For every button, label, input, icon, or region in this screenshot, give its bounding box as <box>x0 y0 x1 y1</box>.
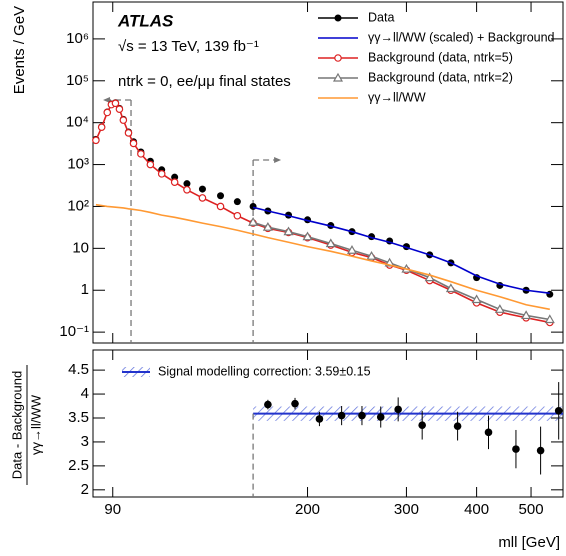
x-tick-label: 500 <box>519 501 544 518</box>
arrow-head <box>103 97 111 103</box>
data-point <box>521 310 532 320</box>
data-point <box>494 304 505 313</box>
legend-label: Background (data, ntrk=2) <box>368 70 513 84</box>
data-point <box>119 116 128 124</box>
legend-marker <box>334 14 342 22</box>
data-point <box>157 170 166 178</box>
data-point <box>249 202 257 210</box>
data-point <box>233 211 242 220</box>
data-point <box>183 185 191 194</box>
x-tick-label: 400 <box>464 501 489 518</box>
y-tick-label: 1 <box>81 281 89 298</box>
data-point <box>217 192 225 200</box>
bottom-frame <box>92 349 564 498</box>
data-point <box>512 445 520 453</box>
data-point <box>146 160 155 169</box>
data-point <box>394 405 402 414</box>
data-point <box>124 129 133 137</box>
legend-marker <box>332 72 344 82</box>
data-point <box>337 411 346 420</box>
legend-marker <box>334 54 342 62</box>
data-point <box>358 411 366 420</box>
series-line <box>252 221 550 321</box>
y-tick-label: 10⁵ <box>66 72 89 89</box>
data-point <box>198 185 206 193</box>
data-point <box>92 136 100 145</box>
y-tick-label: 10⁻¹ <box>59 323 89 340</box>
data-point <box>283 226 294 236</box>
top-frame <box>92 1 564 344</box>
data-point <box>115 105 124 113</box>
legend-label: Data <box>368 10 394 24</box>
data-point <box>346 245 358 254</box>
data-point <box>376 413 385 421</box>
data-point <box>216 202 225 211</box>
data-point <box>97 123 106 131</box>
y-tick-label: 10⁴ <box>66 114 89 131</box>
atlas-label: ATLAS <box>117 11 174 30</box>
data-point <box>453 422 462 430</box>
x-tick-label: 300 <box>394 501 419 518</box>
y-axis-title: Events / GeV <box>11 6 28 94</box>
data-point <box>111 99 120 108</box>
y-tick-label: 2.5 <box>68 457 89 474</box>
data-point <box>170 178 179 186</box>
y-tick-label: 3.5 <box>68 409 89 426</box>
data-point <box>262 221 273 231</box>
y-tick-label: 2 <box>81 481 89 498</box>
x-tick-label: 200 <box>295 501 320 518</box>
data-point <box>418 421 426 429</box>
data-point <box>471 294 482 304</box>
data-point <box>544 314 555 324</box>
data-point <box>325 238 336 248</box>
data-point <box>248 217 259 226</box>
data-point <box>424 272 435 282</box>
data-point <box>291 399 299 408</box>
data-point <box>103 108 112 117</box>
series-line <box>252 206 550 294</box>
ratio-y-title-num: Data - Background <box>9 371 24 479</box>
data-point <box>233 198 241 206</box>
series-line <box>95 203 550 311</box>
data-point <box>536 446 545 455</box>
data-point <box>137 150 145 158</box>
y-tick-label: 10⁶ <box>66 30 89 47</box>
x-axis-title: mll [GeV] <box>498 534 560 551</box>
data-point <box>546 290 554 298</box>
x-tick-label: 90 <box>104 501 121 518</box>
y-tick-label: 4 <box>81 385 89 402</box>
data-point <box>554 407 563 415</box>
arrow-head <box>274 157 282 163</box>
data-point <box>129 139 138 148</box>
y-tick-label: 10 <box>72 239 89 256</box>
legend-label: γγ→ll/WW <box>368 90 426 104</box>
y-tick-label: 4.5 <box>68 361 89 378</box>
data-point <box>366 250 377 260</box>
data-point <box>198 194 207 202</box>
ratio-y-title-den: γγ→ll/WW <box>28 394 43 455</box>
band-label: Signal modelling correction: 3.59±0.15 <box>158 364 371 378</box>
data-point <box>445 283 456 293</box>
selection-label: ntrk = 0, ee/μμ final states <box>118 73 291 90</box>
data-point <box>302 231 313 241</box>
energy-label: √s = 13 TeV, 139 fb⁻¹ <box>118 38 259 55</box>
y-tick-label: 10² <box>67 197 89 214</box>
data-point <box>484 428 493 437</box>
data-point <box>315 415 324 423</box>
y-tick-label: 3 <box>81 433 89 450</box>
data-point <box>183 180 191 188</box>
data-point <box>264 400 272 409</box>
legend-label: γγ→ll/WW (scaled) + Background <box>368 30 555 44</box>
y-tick-label: 10³ <box>67 156 89 173</box>
legend-label: Background (data, ntrk=5) <box>368 50 513 64</box>
series-line <box>95 102 550 324</box>
